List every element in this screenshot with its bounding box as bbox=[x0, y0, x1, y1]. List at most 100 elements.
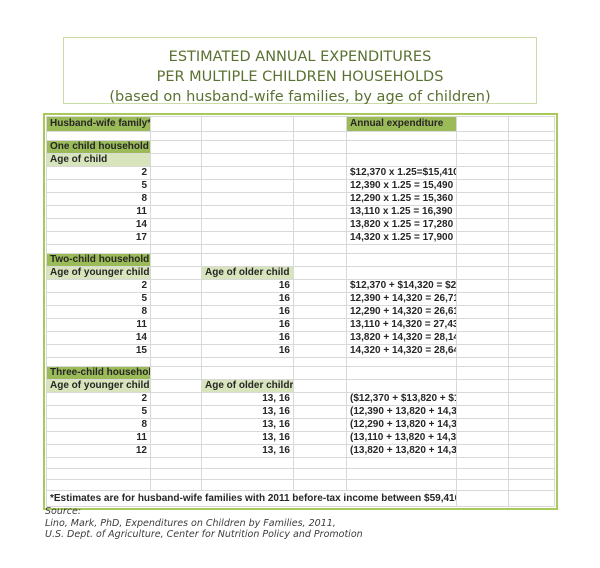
older-age-cell: 13, 16 bbox=[201, 405, 294, 419]
source-note: Source: Lino, Mark, PhD, Expenditures on… bbox=[45, 506, 363, 541]
empty-cell bbox=[508, 153, 555, 167]
age-cell: 2 bbox=[46, 166, 151, 180]
empty-cell bbox=[508, 318, 555, 332]
empty-cell bbox=[201, 468, 294, 480]
expenditure-cell: 12,390 x 1.25 = 15,490 bbox=[346, 179, 457, 193]
data-row: 5 16 12,390 + 14,320 = 26,710 bbox=[46, 292, 555, 306]
data-row: 2 16 $12,370 + $14,320 = $26,690 bbox=[46, 279, 555, 293]
expenditure-cell: 13,110 x 1.25 = 16,390 bbox=[346, 205, 457, 219]
empty-cell bbox=[456, 244, 509, 254]
empty-cell bbox=[456, 418, 509, 432]
empty-cell bbox=[201, 218, 294, 232]
older-age-cell: 16 bbox=[201, 279, 294, 293]
expenditure-cell: 14,320 x 1.25 = 17,900 bbox=[346, 231, 457, 245]
empty-cell bbox=[293, 231, 347, 245]
empty-cell bbox=[201, 131, 294, 141]
empty-cell bbox=[456, 331, 509, 345]
empty-cell bbox=[456, 457, 509, 469]
empty-cell bbox=[456, 405, 509, 419]
age-cell: 12 bbox=[46, 444, 151, 458]
empty-cell bbox=[508, 379, 555, 393]
empty-cell bbox=[346, 253, 457, 267]
older-age-cell: 13, 16 bbox=[201, 418, 294, 432]
age-cell: 17 bbox=[46, 231, 151, 245]
empty-cell bbox=[150, 444, 202, 458]
empty-cell bbox=[293, 253, 347, 267]
empty-cell bbox=[293, 192, 347, 206]
empty-cell bbox=[201, 192, 294, 206]
empty-row bbox=[46, 479, 555, 491]
older-age-cell: 16 bbox=[201, 305, 294, 319]
empty-cell bbox=[508, 231, 555, 245]
empty-cell bbox=[456, 468, 509, 480]
empty-cell bbox=[346, 366, 457, 380]
empty-cell bbox=[150, 292, 202, 306]
title-line-3: (based on husband-wife families, by age … bbox=[109, 89, 491, 105]
older-age-cell: 16 bbox=[201, 331, 294, 345]
empty-cell bbox=[150, 479, 202, 491]
empty-cell bbox=[508, 405, 555, 419]
empty-row bbox=[46, 457, 555, 469]
data-row: 11 13, 16 (13,110 + 13,820 + 14,320) x .78… bbox=[46, 431, 555, 445]
empty-cell bbox=[201, 457, 294, 469]
empty-cell bbox=[201, 140, 294, 154]
section-name-cell: Two-child household bbox=[46, 253, 151, 267]
empty-cell bbox=[201, 244, 294, 254]
age-cell: 8 bbox=[46, 305, 151, 319]
empty-cell bbox=[150, 140, 202, 154]
empty-cell bbox=[293, 318, 347, 332]
expenditure-cell: 12,390 + 14,320 = 26,710 bbox=[346, 292, 457, 306]
expenditure-table: Husband-wife family* Annual expenditure … bbox=[46, 116, 555, 507]
section-name-cell: One child household bbox=[46, 140, 151, 154]
age-label-cell: Age of younger child bbox=[46, 379, 151, 393]
age-label-row: Age of younger child Age of older childr… bbox=[46, 379, 555, 393]
empty-cell bbox=[508, 468, 555, 480]
empty-cell bbox=[293, 305, 347, 319]
empty-cell bbox=[293, 468, 347, 480]
empty-cell bbox=[46, 357, 151, 367]
empty-cell bbox=[293, 279, 347, 293]
empty-cell bbox=[150, 468, 202, 480]
empty-cell bbox=[293, 205, 347, 219]
data-row: 15 16 14,320 + 14,320 = 28,640 bbox=[46, 344, 555, 358]
empty-cell bbox=[150, 379, 202, 393]
empty-cell bbox=[293, 444, 347, 458]
empty-cell bbox=[150, 153, 202, 167]
empty-cell bbox=[456, 490, 509, 507]
expenditure-cell: $12,370 x 1.25=$15,410 bbox=[346, 166, 457, 180]
empty-cell bbox=[456, 318, 509, 332]
data-row: 12 13, 16 (13,820 + 13,820 + 14,320) x .78… bbox=[46, 444, 555, 458]
age-cell: 11 bbox=[46, 205, 151, 219]
empty-cell bbox=[293, 244, 347, 254]
older-age-cell: 16 bbox=[201, 344, 294, 358]
empty-cell bbox=[150, 357, 202, 367]
empty-cell bbox=[508, 392, 555, 406]
data-row: 8 12,290 x 1.25 = 15,360 bbox=[46, 192, 555, 206]
footnote-row: *Estimates are for husband-wife families… bbox=[46, 490, 555, 507]
empty-cell bbox=[456, 153, 509, 167]
empty-cell bbox=[508, 331, 555, 345]
expenditure-cell: 13,820 x 1.25 = 17,280 bbox=[346, 218, 457, 232]
empty-cell bbox=[46, 468, 151, 480]
empty-cell bbox=[456, 392, 509, 406]
empty-cell bbox=[508, 166, 555, 180]
expenditure-cell: (13,110 + 13,820 + 14,320) x .78 = 32,18… bbox=[346, 431, 457, 445]
empty-cell bbox=[456, 357, 509, 367]
data-row: 17 14,320 x 1.25 = 17,900 bbox=[46, 231, 555, 245]
data-row: 14 13,820 x 1.25 = 17,280 bbox=[46, 218, 555, 232]
section-name-cell: Three-child household bbox=[46, 366, 151, 380]
empty-cell bbox=[456, 179, 509, 193]
empty-cell bbox=[293, 357, 347, 367]
empty-cell bbox=[456, 116, 509, 132]
empty-cell bbox=[150, 418, 202, 432]
empty-cell bbox=[150, 179, 202, 193]
data-row: 2 $12,370 x 1.25=$15,410 bbox=[46, 166, 555, 180]
data-row: 2 13, 16 ($12,370 + $13,820 + $14,320) x .… bbox=[46, 392, 555, 406]
data-row: 11 13,110 x 1.25 = 16,390 bbox=[46, 205, 555, 219]
empty-cell bbox=[46, 479, 151, 491]
age-cell: 11 bbox=[46, 431, 151, 445]
empty-cell bbox=[456, 253, 509, 267]
empty-cell bbox=[508, 479, 555, 491]
older-age-cell: 13, 16 bbox=[201, 392, 294, 406]
empty-cell bbox=[346, 140, 457, 154]
